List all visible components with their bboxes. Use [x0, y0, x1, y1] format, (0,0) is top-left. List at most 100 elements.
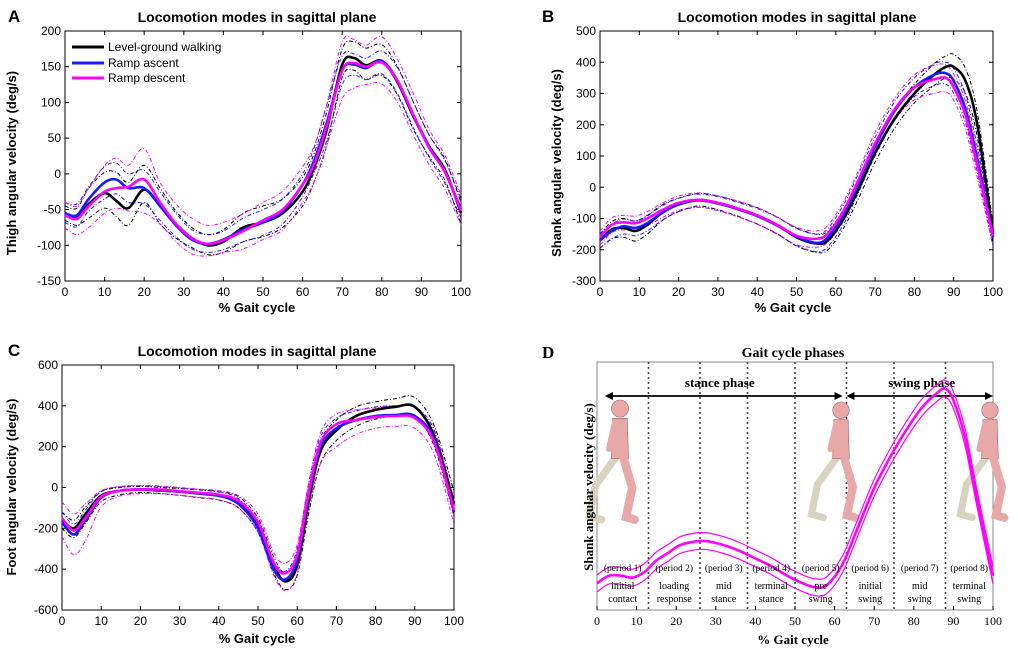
y-axis-label: Foot angular velocity (deg/s)	[4, 399, 19, 576]
y-tick-label: 600	[38, 358, 58, 372]
stance-phase-arrow-head-right	[834, 392, 843, 400]
period-id: (period 5)	[802, 563, 840, 574]
plot-frame	[61, 364, 455, 611]
y-tick-label: 500	[576, 24, 596, 38]
panel-letter-c: C	[8, 341, 20, 360]
band-lower-line	[596, 396, 994, 597]
period-name-line1: loading	[659, 581, 689, 592]
x-tick-label: 30	[173, 614, 187, 628]
y-tick-label: 400	[38, 399, 58, 413]
walking-person-icon	[807, 401, 860, 522]
period-name-line1: terminal	[755, 581, 789, 592]
y-tick-label: 0	[54, 167, 61, 181]
x-tick-label: 90	[408, 614, 422, 628]
period-name-line2: swing	[858, 594, 882, 605]
x-tick-label: 40	[212, 614, 226, 628]
period-name-line1: mid	[716, 581, 732, 592]
x-tick-label: 60	[291, 614, 305, 628]
period-name-line2: stance	[711, 594, 737, 605]
x-tick-label: 20	[138, 285, 152, 299]
x-tick-label: 60	[296, 285, 310, 299]
walking-person-icon	[585, 399, 639, 524]
period-name-line1: initial	[859, 581, 883, 592]
y-tick-label: 100	[576, 149, 596, 163]
x-tick-label: 50	[256, 285, 270, 299]
y-tick-label: 200	[576, 118, 596, 132]
panel-letter-d: D	[542, 343, 554, 362]
person-arm	[605, 418, 619, 452]
period-name-line1: pre	[814, 581, 827, 592]
swing-phase-label: swing phase	[888, 375, 955, 390]
x-tick-label: 10	[95, 614, 109, 628]
x-tick-label: 60	[829, 285, 843, 299]
series-line-descent	[64, 60, 463, 246]
chart-title: Gait cycle phases	[742, 346, 845, 361]
chart-title: Locomotion modes in sagittal plane	[138, 343, 377, 359]
shank-velocity-curve	[596, 386, 995, 589]
person-front-leg	[619, 454, 639, 524]
chart-title: Locomotion modes in sagittal plane	[138, 9, 377, 25]
x-tick-label: 0	[62, 285, 69, 299]
legend-entry-level: Level-ground walking	[108, 40, 221, 54]
series-line-descent	[599, 76, 995, 241]
x-tick-label: 20	[672, 285, 686, 299]
y-tick-label: 200	[41, 24, 61, 38]
x-tick-label: 20	[134, 614, 148, 628]
x-tick-label: 0	[597, 285, 604, 299]
y-tick-label: -200	[572, 243, 596, 257]
person-arm	[976, 420, 989, 453]
plot-area: 0 10 20 30 40 50 60 70 80 90 100 stance phase swing …	[585, 361, 1009, 628]
x-tick-label: 30	[710, 614, 722, 628]
chart-title: Locomotion modes in sagittal plane	[678, 9, 917, 25]
x-axis-label: % Gait cycle	[219, 631, 296, 646]
period-name-line1: initial	[611, 581, 635, 592]
person-back-leg	[585, 451, 622, 524]
band-upper-level	[64, 40, 462, 236]
band-upper-descent	[599, 63, 994, 232]
y-tick-label: -200	[34, 521, 58, 535]
x-axis-label: % Gait cycle	[755, 300, 832, 315]
x-tick-label: 90	[947, 614, 959, 628]
x-tick-label: 70	[868, 614, 880, 628]
x-tick-label: 100	[984, 614, 1002, 628]
x-tick-label: 50	[789, 614, 801, 628]
series-line-descent	[60, 414, 456, 575]
band-lower-level	[64, 68, 462, 256]
x-axis-label: % Gait cycle	[757, 632, 829, 647]
panel-letter-a: A	[8, 7, 20, 26]
x-tick-label: 0	[594, 614, 600, 628]
x-tick-label: 40	[217, 285, 231, 299]
band-upper-ascent	[599, 61, 994, 235]
panel-a: A Locomotion modes in sagittal plane 0 10…	[4, 7, 471, 315]
y-tick-label: 200	[38, 440, 58, 454]
band-lower-ascent	[64, 72, 462, 253]
y-tick-label: -400	[34, 562, 58, 576]
series-line-ascent	[599, 71, 995, 245]
period-id: (period 7)	[901, 563, 939, 574]
band-upper-descent	[61, 404, 455, 564]
period-id: (period 8)	[950, 563, 988, 574]
person-front-leg	[840, 454, 860, 522]
y-axis-label: Shank angular velocity (deg/s)	[581, 403, 596, 571]
period-name-line2: swing	[809, 594, 833, 605]
y-tick-label: 0	[589, 180, 596, 194]
y-axis-label: Thigh angular velocity (deg/s)	[4, 71, 19, 255]
person-back-leg	[807, 451, 843, 522]
period-name-line2: swing	[908, 594, 932, 605]
band-upper-line	[596, 379, 994, 580]
y-tick-label: -150	[37, 274, 61, 288]
plot-area: 0 10 20 30 40 50 60 70 80 90 100 -600 -400 -200 0 200 40…	[34, 358, 464, 628]
person-head	[981, 401, 999, 419]
x-tick-label: 10	[633, 285, 647, 299]
period-name-line1: mid	[912, 581, 928, 592]
y-axis-label: Shank angular velocity (deg/s)	[549, 69, 564, 257]
panel-b: B Locomotion modes in sagittal plane 0 10…	[542, 7, 1003, 315]
y-tick-label: 0	[51, 481, 58, 495]
person-arm	[827, 420, 840, 453]
x-tick-label: 70	[868, 285, 882, 299]
y-tick-label: 300	[576, 87, 596, 101]
x-tick-label: 70	[330, 614, 344, 628]
period-id: (period 4)	[752, 563, 790, 574]
swing-phase-arrow-head-left	[846, 392, 855, 400]
